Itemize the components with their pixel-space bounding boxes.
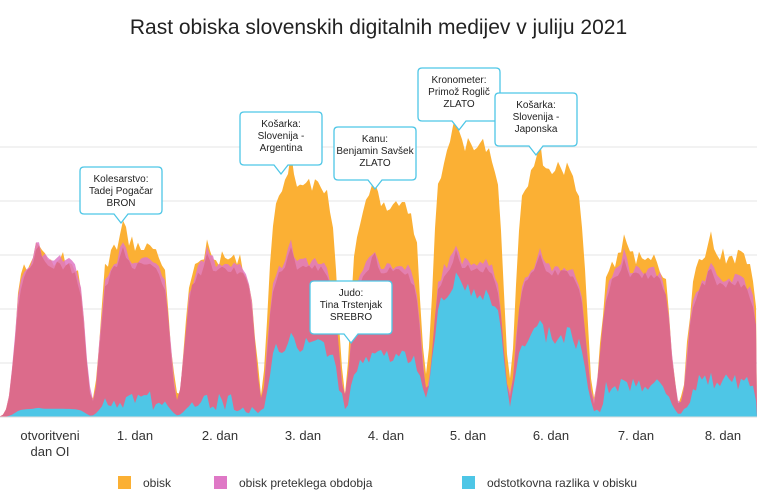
annotation-text: BRON xyxy=(107,198,136,209)
x-tick-label: 4. dan xyxy=(368,428,404,443)
annotation-box xyxy=(333,126,417,191)
x-tick-label: 6. dan xyxy=(533,428,569,443)
annotation-text: Kanu: xyxy=(362,134,388,145)
annotation-text: Kronometer: xyxy=(431,75,486,86)
legend-label: obisk preteklega obdobja xyxy=(239,476,373,490)
x-tick-label: otvoritveni dan OI xyxy=(20,428,79,459)
annotation-text: Judo: xyxy=(339,288,363,299)
x-tick-label: 5. dan xyxy=(450,428,486,443)
annotation-box xyxy=(494,92,578,157)
annotation-callout: Košarka:Slovenija -Japonska xyxy=(494,92,578,157)
x-tick-label: 7. dan xyxy=(618,428,654,443)
annotation-text: Primož Roglič xyxy=(428,87,490,98)
annotations: Kolesarstvo:Tadej PogačarBRONKošarka:Slo… xyxy=(79,67,578,345)
annotation-text: Tina Trstenjak xyxy=(320,300,383,311)
annotation-box xyxy=(79,166,163,225)
annotation-text: Argentina xyxy=(260,143,303,154)
x-tick-label: 3. dan xyxy=(285,428,321,443)
annotation-text: Kolesarstvo: xyxy=(93,174,148,185)
annotation-text: Košarka: xyxy=(261,119,300,130)
annotation-text: Slovenija - xyxy=(513,112,560,123)
annotation-box xyxy=(239,111,323,176)
annotation-text: ZLATO xyxy=(443,99,475,110)
legend-swatch xyxy=(214,476,227,489)
annotation-text: Japonska xyxy=(515,124,558,135)
x-axis: otvoritveni dan OI 1. dan 2. dan 3. dan 4. da… xyxy=(0,416,757,459)
annotation-text: Slovenija - xyxy=(258,131,305,142)
legend-swatch xyxy=(118,476,131,489)
annotation-text: ZLATO xyxy=(359,158,391,169)
area-odstotkovna-razlika-front xyxy=(0,272,757,417)
legend-item: odstotkovna razlika v obisku xyxy=(462,476,637,490)
annotation-text: Tadej Pogačar xyxy=(89,186,154,197)
legend-item: obisk preteklega obdobja xyxy=(214,476,373,490)
annotation-callout: Košarka:Slovenija -Argentina xyxy=(239,111,323,176)
annotation-text: Košarka: xyxy=(516,100,555,111)
x-tick-label: 8. dan xyxy=(705,428,741,443)
annotation-text: SREBRO xyxy=(330,312,372,323)
annotation-box xyxy=(417,67,501,132)
annotation-text: Benjamin Savšek xyxy=(336,146,414,157)
x-tick-label: 1. dan xyxy=(117,428,153,443)
chart-title: Rast obiska slovenskih digitalnih medije… xyxy=(129,16,628,39)
legend-swatch xyxy=(462,476,475,489)
legend-label: odstotkovna razlika v obisku xyxy=(487,476,637,490)
legend-label: obisk xyxy=(143,476,172,490)
legend: obisk obisk preteklega obdobja odstotkovna… xyxy=(118,476,637,490)
annotation-box xyxy=(309,280,393,345)
x-tick-label: 2. dan xyxy=(202,428,238,443)
legend-item: obisk xyxy=(118,476,172,490)
